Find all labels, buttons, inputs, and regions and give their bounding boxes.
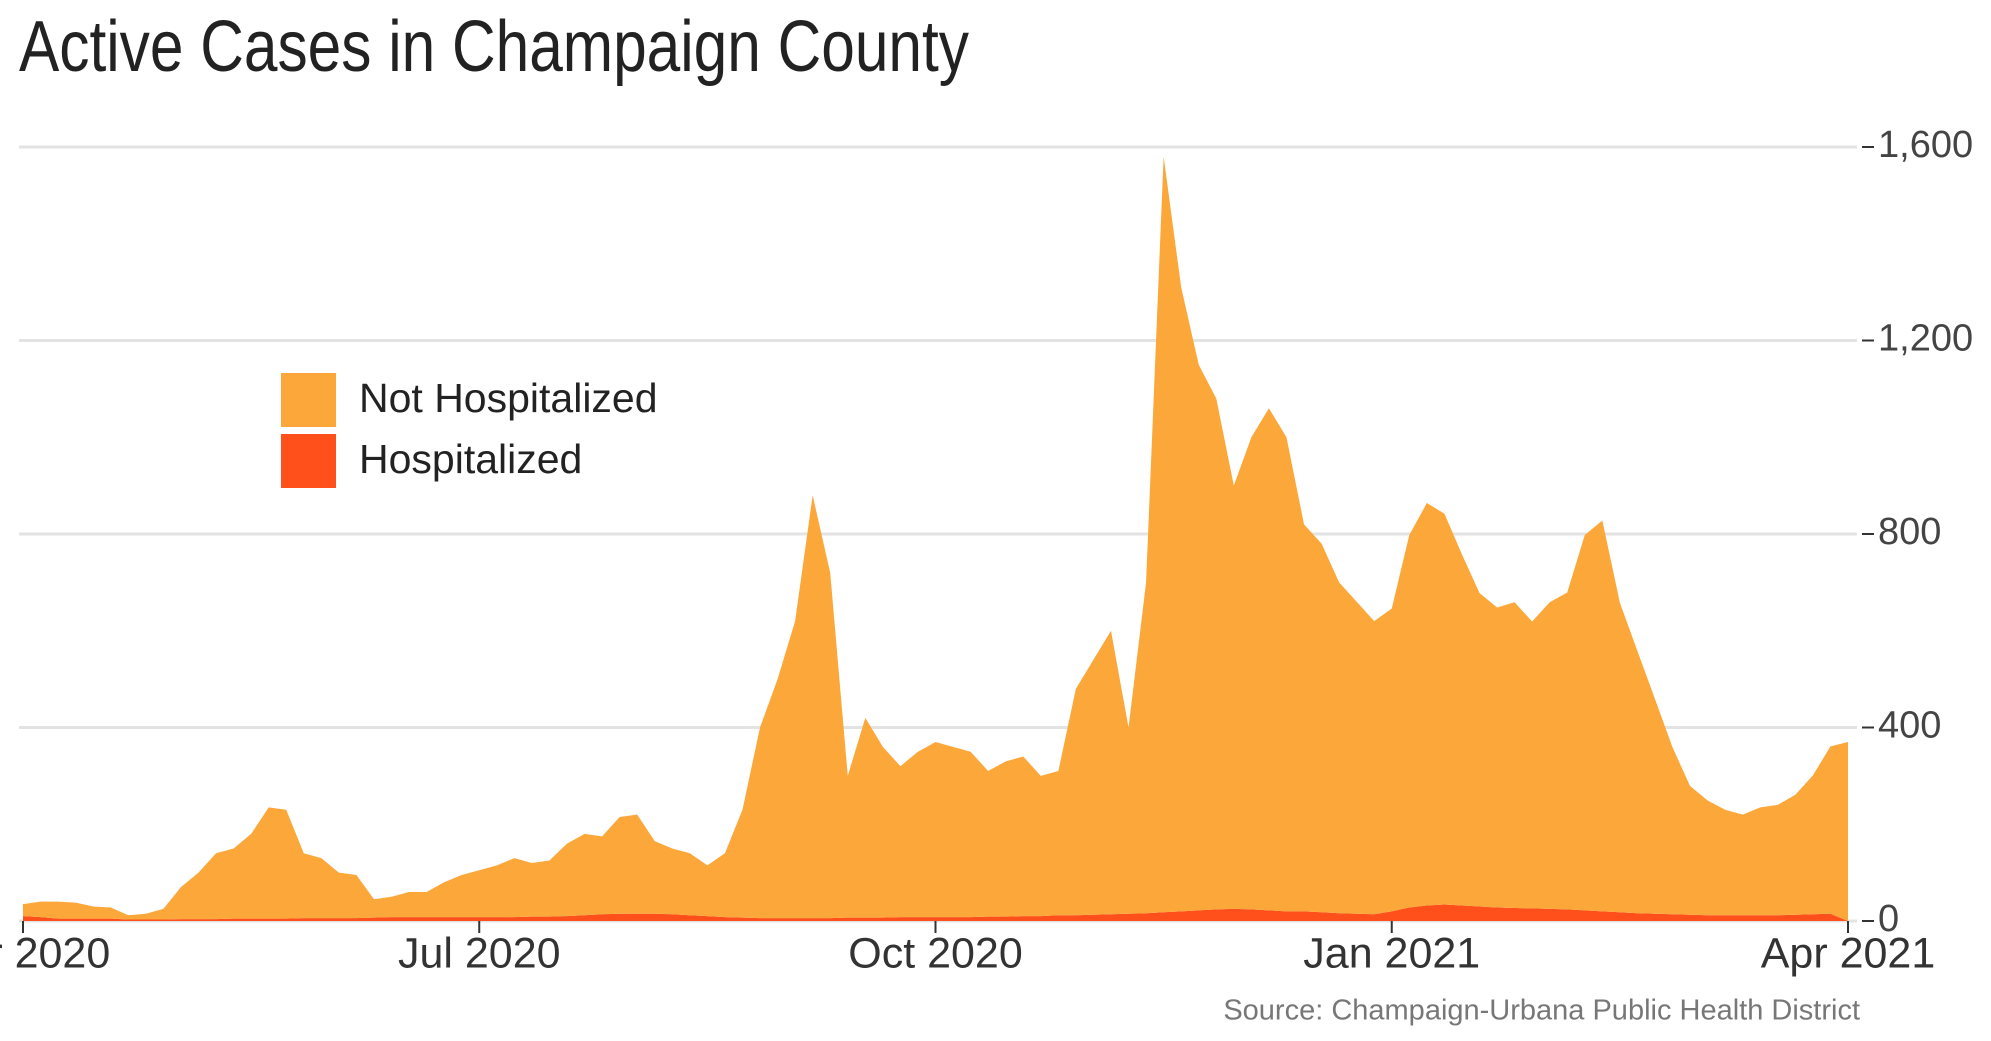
legend-label: Not Hospitalized <box>359 375 658 421</box>
area <box>23 904 1848 921</box>
x-tick-label: Apr 2020 <box>0 929 110 977</box>
legend-swatch <box>281 373 336 427</box>
x-tick-label: Jul 2020 <box>398 929 561 977</box>
y-tick-label: 400 <box>1878 705 1941 747</box>
y-tick-label: 800 <box>1878 511 1941 553</box>
legend-label: Hospitalized <box>359 436 582 482</box>
y-tick-label: 1,200 <box>1878 318 1973 360</box>
y-tick-label: 1,600 <box>1878 124 1973 166</box>
x-tick-label: Oct 2020 <box>848 929 1023 977</box>
x-tick-label: Apr 2021 <box>1761 929 1936 977</box>
legend-swatch <box>281 434 336 488</box>
x-tick-label: Jan 2021 <box>1303 929 1480 977</box>
chart-title: Active Cases in Champaign County <box>19 7 969 87</box>
y-tick-label: 0 <box>1878 898 1899 940</box>
area <box>23 156 1848 922</box>
source: Source: Champaign-Urbana Public Health D… <box>1223 995 1860 1027</box>
